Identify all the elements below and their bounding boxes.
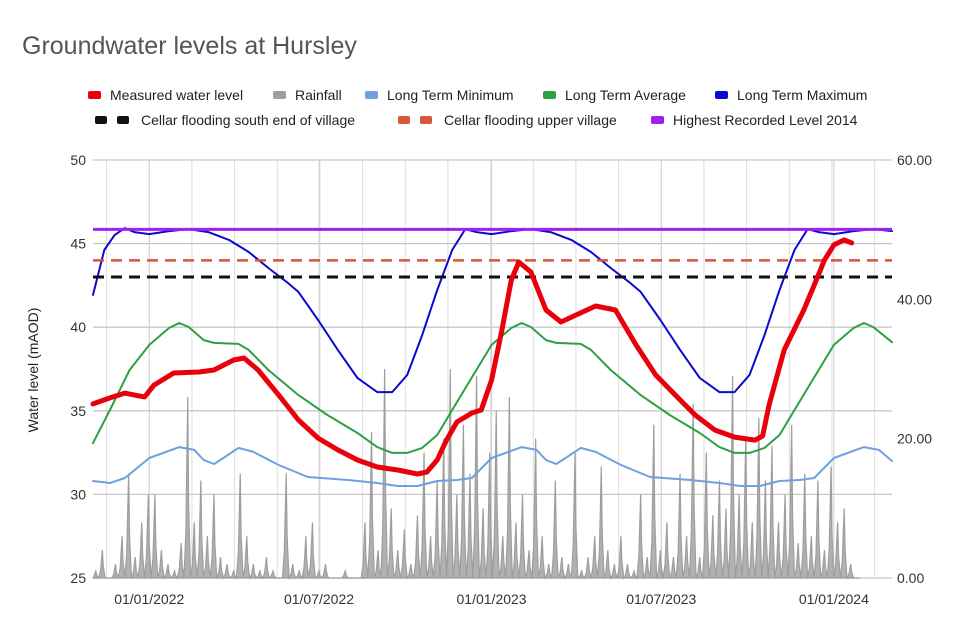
y-tick-label: 45 bbox=[70, 236, 86, 252]
y-tick-label: 50 bbox=[70, 152, 86, 168]
y-tick-label: 30 bbox=[70, 486, 86, 502]
legend-item: Cellar flooding south end of village bbox=[95, 112, 355, 128]
legend-swatch bbox=[715, 91, 728, 99]
legend-label: Measured water level bbox=[110, 87, 243, 103]
y2-tick-label: 40.00 bbox=[897, 291, 932, 307]
series-long-term-minimum bbox=[92, 446, 893, 487]
legend-label: Long Term Minimum bbox=[387, 87, 514, 103]
legend-swatch bbox=[95, 116, 107, 124]
legend-item: Cellar flooding upper village bbox=[398, 112, 617, 128]
y-tick-label: 25 bbox=[70, 570, 86, 586]
axes: 25 30 35 40 45 50 0.00 20.00 40.00 60.00 01/01/202… bbox=[70, 152, 932, 607]
legend-swatch bbox=[365, 91, 378, 99]
x-tick-label: 01/07/2023 bbox=[626, 591, 696, 607]
series-long-term-maximum bbox=[92, 227, 893, 394]
x-tick-label: 01/01/2022 bbox=[114, 591, 184, 607]
legend-item: Measured water level bbox=[88, 87, 243, 103]
x-tick-label: 01/01/2024 bbox=[799, 591, 869, 607]
y2-tick-label: 20.00 bbox=[897, 431, 932, 447]
legend-swatch bbox=[398, 116, 410, 124]
legend-label: Cellar flooding south end of village bbox=[141, 112, 355, 128]
legend-item: Long Term Maximum bbox=[715, 87, 867, 103]
y-tick-label: 40 bbox=[70, 319, 86, 335]
legend-swatch bbox=[651, 116, 664, 124]
y-axis-title: Water level (mAOD) bbox=[25, 308, 41, 433]
legend-item: Rainfall bbox=[273, 87, 342, 103]
x-tick-label: 01/07/2022 bbox=[284, 591, 354, 607]
legend-swatch bbox=[273, 91, 286, 99]
legend-swatch bbox=[88, 91, 101, 99]
legend-item: Long Term Minimum bbox=[365, 87, 514, 103]
legend-label: Cellar flooding upper village bbox=[444, 112, 617, 128]
legend: Measured water level Rainfall Long Term Mi… bbox=[88, 87, 867, 128]
legend-item: Highest Recorded Level 2014 bbox=[651, 112, 858, 128]
legend-label: Rainfall bbox=[295, 87, 342, 103]
y2-tick-label: 0.00 bbox=[897, 570, 924, 586]
y-tick-label: 35 bbox=[70, 403, 86, 419]
legend-swatch bbox=[420, 116, 432, 124]
x-tick-label: 01/01/2023 bbox=[457, 591, 527, 607]
legend-label: Highest Recorded Level 2014 bbox=[673, 112, 858, 128]
line-series bbox=[90, 227, 893, 487]
legend-label: Long Term Average bbox=[565, 87, 686, 103]
legend-swatch bbox=[117, 116, 129, 124]
legend-label: Long Term Maximum bbox=[737, 87, 867, 103]
legend-item: Long Term Average bbox=[543, 87, 686, 103]
series-measured-water-level bbox=[90, 237, 855, 477]
legend-swatch bbox=[543, 91, 556, 99]
y2-tick-label: 60.00 bbox=[897, 152, 932, 168]
chart-title: Groundwater levels at Hursley bbox=[22, 32, 357, 60]
